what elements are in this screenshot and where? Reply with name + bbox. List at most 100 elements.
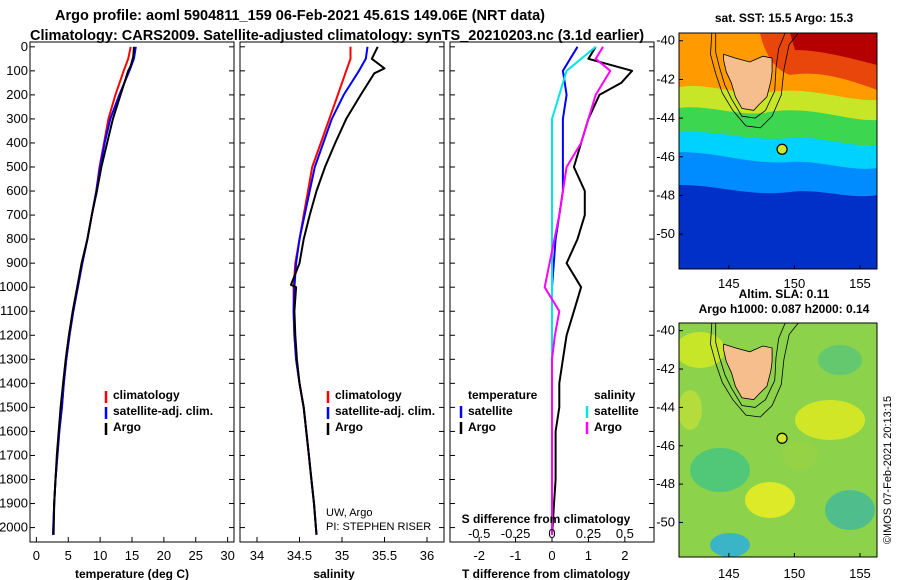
sla-map-subtitle: Argo h1000: 0.087 h2000: 0.14 [699,302,870,316]
title-line-1: Argo profile: aoml 5904811_159 06-Feb-20… [55,8,545,24]
depth-tick-label: 1600 [0,423,28,438]
depth-axis: 0 100 200 300 400 500 600 700 800 900 1000 1100 1200… [0,39,654,535]
legend-heading-salinity: salinity [594,388,636,402]
sst-map [679,33,877,269]
t-difference-x-axis: -2 -1 0 1 2 [473,537,628,563]
series-line-argo [52,46,135,535]
lat-tick-label: -50 [656,514,675,529]
salinity-legend: climatology satellite-adj. clim. Argo [326,388,435,435]
depth-tick-label: 1100 [0,303,28,318]
depth-tick-label: 1700 [0,447,28,462]
sla-field-blob [679,390,702,430]
sst-field-band [679,178,877,269]
bathymetry-contour [715,322,786,408]
sla-field-blob [710,533,750,557]
x-tick-label: 10 [93,548,107,563]
x-tick-label: 15 [125,548,139,563]
lon-tick-label: 155 [849,276,871,291]
legend-label-satellite: satellite-adj. clim. [335,404,435,418]
depth-tick-label: 700 [6,207,28,222]
x-tick-label: 2 [621,548,628,563]
sla-map-title: Altim. SLA: 0.11 [739,287,830,301]
x-tick-label: 36 [420,548,434,563]
depth-tick-label: 500 [6,159,28,174]
series-line-climatology [52,46,132,535]
x-tick-label: 0 [548,548,555,563]
difference-panel [543,46,634,535]
lon-tick-label: 150 [784,276,806,291]
sla-field-blob [818,345,862,375]
depth-tick-label: 0 [21,39,28,54]
x-tick-label: -1 [510,548,522,563]
lon-tick-label: 145 [718,276,740,291]
s-difference-x-axis: -0.5 -0.25 0 0.25 0.5 [468,526,634,541]
depth-tick-label: 1800 [0,472,28,487]
legend-label-argo: Argo [113,420,141,434]
t-difference-axis-label: T difference from climatology [462,567,630,580]
x-tick-label: 1 [585,548,592,563]
x2-tick-label: 0.25 [576,526,601,541]
lat-tick-label: -48 [656,187,675,202]
s-difference-axis-label: S difference from climatology [462,512,631,526]
legend-label-argo: Argo [335,420,363,434]
sla-field-blob [679,332,725,368]
lat-tick-label: -50 [656,226,675,241]
x-tick-label: 25 [189,548,203,563]
depth-tick-label: 600 [6,183,28,198]
series-line-temperature-argo [551,46,634,535]
sla-field-blob [690,448,750,492]
sla-field-blob [782,441,818,469]
legend-label-t-argo: Argo [468,420,496,434]
depth-tick-label: 1300 [0,351,28,366]
temperature-legend: climatology satellite-adj. clim. Argo [104,388,213,435]
depth-tick-label: 800 [6,231,28,246]
lat-tick-label: -46 [656,149,675,164]
temperature-panel [52,46,137,535]
x2-tick-label: 0 [548,526,555,541]
sst-map-frame [678,32,878,270]
temperature-panel-frame [29,41,235,543]
x2-tick-label: -0.25 [501,526,531,541]
series-line-climatology [292,46,352,535]
x-tick-label: 0 [33,548,40,563]
lon-tick-label: 155 [849,566,871,580]
temperature-x-axis: 0 5 10 15 20 25 30 [33,537,235,563]
credit-line-2: PI: STEPHEN RISER [326,521,431,533]
credit-line-1: UW, Argo [326,507,372,519]
series-line-satellite-adj-clim- [292,46,369,535]
bathymetry-contour [710,32,799,129]
lat-tick-label: -44 [656,399,675,414]
lat-tick-label: -40 [656,33,675,48]
sst-map-overlay [710,32,799,155]
argo-position-marker [776,432,788,444]
argo-position-marker [776,143,788,155]
x-tick-label: 35 [335,548,349,563]
sla-field-blob [795,400,865,440]
depth-tick-label: 1200 [0,327,28,342]
depth-tick-label: 1400 [0,375,28,390]
x2-tick-label: -0.5 [468,526,490,541]
tasmania-landmass [723,343,773,401]
series-line-argo [290,46,386,535]
depth-tick-label: 200 [6,87,28,102]
sla-map-frame [678,322,878,558]
legend-heading-temperature: temperature [468,388,538,402]
legend-label-s-argo: Argo [594,420,622,434]
depth-tick-label: 1900 [0,496,28,511]
depth-tick-label: 400 [6,135,28,150]
lat-tick-label: -40 [656,323,675,338]
lat-tick-label: -46 [656,438,675,453]
lat-tick-label: -44 [656,110,675,125]
bathymetry-contour [715,32,786,119]
salinity-x-axis: 34 34.5 35 35.5 36 [250,537,434,563]
difference-legend: temperature salinity satellite Argo sate… [459,388,639,434]
salinity-axis-label: salinity [313,567,355,580]
x-tick-label: 34.5 [287,548,312,563]
x-tick-label: 34 [250,548,264,563]
lon-tick-label: 150 [784,566,806,580]
sla-field-blob [745,482,795,518]
imos-stamp: ©IMOS 07-Feb-2021 20:13:15 [882,396,894,544]
lon-tick-label: 145 [718,566,740,580]
sst-field-band [790,33,877,65]
